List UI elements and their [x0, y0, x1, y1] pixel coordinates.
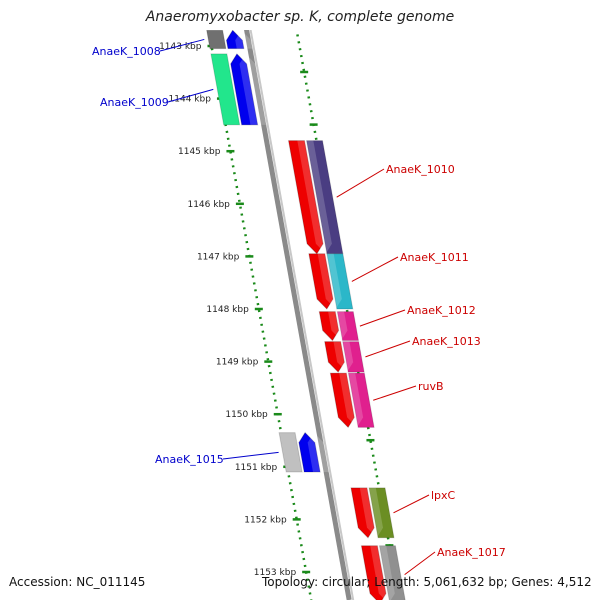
map-title: Anaeromyxobacter sp. K, complete genome — [145, 9, 455, 25]
gene-label: AnaeK_1011 — [400, 251, 469, 264]
cog-band — [278, 432, 303, 473]
cog-band — [326, 253, 354, 310]
genome-summary-text: Topology: circular; Length: 5,061,632 bp… — [262, 575, 592, 589]
cds-arrow-shade — [317, 253, 342, 309]
cds-arrow-shade — [359, 487, 384, 538]
cds-arrow — [230, 53, 259, 126]
gene-lpxC — [350, 487, 395, 539]
cog-band — [342, 341, 365, 373]
gene-label: ruvB — [418, 380, 444, 393]
cds-arrow — [308, 253, 334, 310]
gene-AnaeK_1009 — [210, 53, 267, 126]
gene-label: AnaeK_1013 — [412, 335, 481, 348]
cog-band — [378, 545, 406, 600]
cog-band — [368, 487, 395, 539]
gene-label-leader — [222, 451, 279, 460]
gene-AnaeK_1012 — [318, 311, 360, 342]
gene-AnaeK_1015 — [278, 431, 329, 473]
scale-tick-label: 1151 kbp — [235, 463, 278, 473]
scale-tick-label: 1148 kbp — [206, 305, 249, 315]
gene-label: AnaeK_1015 — [155, 453, 224, 466]
cds-arrow — [324, 341, 345, 373]
cds-arrow-shade — [307, 432, 329, 473]
gene-label-leader — [159, 38, 205, 52]
gene-label-leader — [351, 256, 399, 282]
scale-tick-label: 1152 kbp — [244, 515, 287, 525]
scale-tick-label: 1146 kbp — [187, 200, 230, 210]
cog-band — [336, 311, 360, 342]
gene-label: lpxC — [431, 489, 456, 502]
cds-arrow — [287, 140, 324, 255]
gene-label-leader — [393, 494, 430, 514]
gene-AnaeK_1010 — [287, 140, 344, 255]
cds-arrow-shade — [333, 341, 354, 373]
gene-label-leader — [365, 340, 411, 358]
scale-tick-label: 1145 kbp — [178, 147, 221, 157]
gene-ruvB — [329, 372, 375, 429]
gene-label: AnaeK_1009 — [100, 96, 169, 109]
gene-AnaeK_1017 — [360, 545, 406, 600]
gene-label: AnaeK_1008 — [92, 45, 161, 58]
gene-label-leader — [336, 168, 385, 198]
gene-label-leader — [167, 88, 214, 103]
backbone-line — [244, 30, 352, 600]
accession-text: Accession: NC_011145 — [9, 575, 146, 589]
gene-label-leader — [404, 551, 436, 576]
gene-label: AnaeK_1010 — [386, 163, 455, 176]
cds-arrow-shade — [235, 30, 253, 49]
cds-arrow-shade — [239, 53, 267, 125]
gene-AnaeK_1011 — [308, 253, 354, 310]
cds-arrow-shade — [370, 545, 395, 600]
gene-label-leader — [373, 385, 417, 401]
scale-tick-label: 1143 kbp — [159, 42, 202, 52]
backbone-highlight — [249, 30, 355, 600]
scale-tick-label: 1149 kbp — [216, 358, 259, 368]
cog-band — [206, 30, 227, 50]
gene-label: AnaeK_1017 — [437, 546, 506, 559]
cds-arrow-shade — [297, 140, 332, 254]
gene-AnaeK_1013 — [324, 341, 365, 373]
scale-tick-label: 1147 kbp — [197, 252, 240, 262]
cds-arrow-shade — [328, 311, 348, 341]
cog-band — [347, 372, 375, 428]
scale-tick-label: 1153 kbp — [254, 568, 297, 578]
cds-arrow-shade — [339, 373, 364, 428]
cds-arrow — [350, 487, 375, 539]
gene-AnaeK_1008 — [206, 30, 253, 50]
cog-band — [210, 53, 241, 126]
cds-arrow — [329, 372, 355, 429]
cds-arrow — [360, 545, 387, 600]
scale-tick-label: 1144 kbp — [169, 95, 212, 105]
cds-arrow — [298, 431, 321, 473]
gene-label: AnaeK_1012 — [407, 304, 476, 317]
scale-tick-label: 1150 kbp — [225, 410, 268, 420]
gene-label-leader — [359, 309, 406, 327]
cds-arrow — [318, 311, 340, 342]
cds-arrow — [225, 30, 245, 50]
